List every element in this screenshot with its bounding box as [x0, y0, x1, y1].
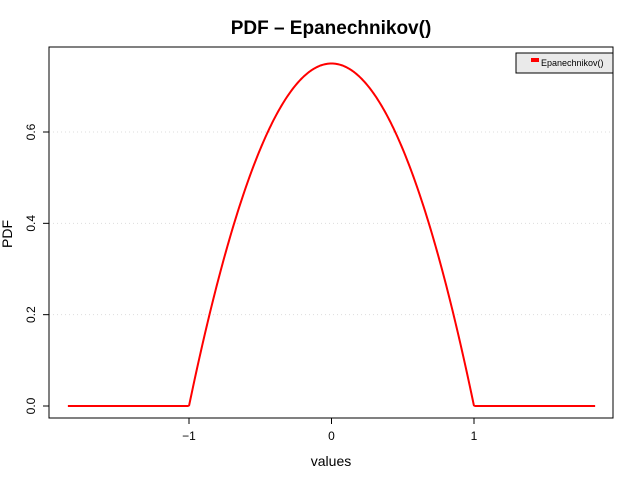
chart-title: PDF – Epanechnikov(): [231, 18, 432, 39]
y-tick-label: 0.6: [24, 123, 38, 140]
x-tick-label: 1: [471, 429, 478, 443]
series-line: [67, 62, 596, 407]
x-tick-label: −1: [182, 429, 196, 443]
legend-box: [515, 52, 614, 74]
legend-swatch: [531, 58, 539, 62]
x-axis-label: values: [311, 453, 351, 469]
legend-label: Epanechnikov(): [541, 58, 604, 68]
y-axis: 0.0 0.2 0.4 0.6: [24, 123, 49, 414]
plot-area: [48, 46, 614, 419]
x-tick-label: 0: [328, 429, 335, 443]
y-tick-label: 0.2: [24, 306, 38, 323]
grid: [49, 131, 613, 316]
y-tick-label: 0.4: [24, 215, 38, 232]
series-layer: [67, 62, 596, 407]
legend: Epanechnikov(): [515, 52, 614, 74]
x-axis: −1 0 1: [182, 418, 478, 443]
y-tick-label: 0.0: [24, 397, 38, 414]
y-axis-label: PDF: [0, 220, 15, 248]
